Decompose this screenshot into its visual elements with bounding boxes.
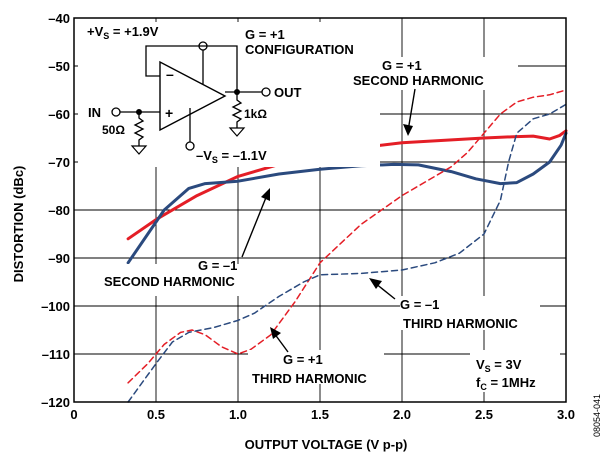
series-layer bbox=[126, 89, 568, 403]
annotation-backdrop-gm1-second bbox=[100, 264, 270, 296]
annotation-gm1-second-gain: G = –1 bbox=[198, 258, 237, 273]
load-resistor-label: 1kΩ bbox=[244, 107, 267, 121]
annotation-arrow-gm1-second bbox=[241, 194, 268, 258]
y-tick-label: –120 bbox=[41, 395, 70, 410]
y-tick-label: –90 bbox=[48, 251, 70, 266]
feedback-wire bbox=[145, 45, 238, 92]
annotation-gm1-third-title: THIRD HARMONIC bbox=[403, 316, 518, 331]
series-line-1 bbox=[126, 129, 568, 241]
y-tick-label: –40 bbox=[48, 11, 70, 26]
load-ground-symbol bbox=[228, 127, 246, 137]
annotation-arrowhead-gm1-third bbox=[369, 278, 382, 289]
amplifier-schematic: – + +VS = +1.9V –VS = –1.1V OUT 1kΩ IN 5… bbox=[78, 22, 380, 167]
x-tick-label: 0.5 bbox=[147, 407, 165, 422]
inverting-input-sign: – bbox=[166, 66, 174, 82]
positive-supply-label: +VS = +1.9V bbox=[87, 24, 159, 41]
input-resistor-symbol bbox=[133, 112, 145, 146]
input-label: IN bbox=[88, 105, 101, 120]
annotation-gm1-third-gain: G = –1 bbox=[400, 297, 439, 312]
annotation-gm1-second-title: SECOND HARMONIC bbox=[104, 274, 235, 289]
curve-annotations: G = +1 SECOND HARMONIC G = –1 SECOND HAR… bbox=[100, 57, 560, 392]
series-line-4 bbox=[127, 103, 567, 403]
y-tick-label: –70 bbox=[48, 155, 70, 170]
x-tick-label: 1.5 bbox=[311, 407, 329, 422]
x-tick-label: 2.0 bbox=[393, 407, 411, 422]
x-tick-label: 3.0 bbox=[557, 407, 575, 422]
series-line-3 bbox=[127, 89, 567, 384]
annotation-arrow-g1-second bbox=[407, 88, 416, 132]
y-tick-label: –60 bbox=[48, 107, 70, 122]
annotation-g1-third-title: THIRD HARMONIC bbox=[252, 371, 367, 386]
load-resistor-symbol bbox=[231, 92, 243, 128]
y-axis-label: DISTORTION (dBc) bbox=[11, 166, 26, 283]
figure-code: 08054-041 bbox=[592, 394, 602, 437]
annotation-g1-second-gain: G = +1 bbox=[382, 58, 422, 73]
configuration-label: CONFIGURATION bbox=[245, 42, 354, 57]
input-ground-symbol bbox=[130, 145, 148, 155]
annotation-g1-third-gain: G = +1 bbox=[283, 352, 323, 367]
y-tick-label: –100 bbox=[41, 299, 70, 314]
output-node bbox=[261, 87, 271, 97]
conditions-backdrop bbox=[470, 350, 560, 392]
annotation-backdrop-g1-second bbox=[350, 57, 518, 90]
op-amp-symbol bbox=[159, 60, 227, 132]
annotation-backdrop-g1-third bbox=[248, 350, 384, 384]
y-tick-label: –80 bbox=[48, 203, 70, 218]
annotation-arrowhead-gm1-second bbox=[261, 188, 270, 201]
series-line-2 bbox=[126, 131, 568, 265]
conditions-supply: VS = 3V bbox=[476, 357, 522, 374]
y-tick-label: –50 bbox=[48, 59, 70, 74]
plot-frame bbox=[73, 17, 567, 403]
x-tick-label: 2.5 bbox=[475, 407, 493, 422]
negative-supply-label: –VS = –1.1V bbox=[196, 148, 267, 165]
y-tick-label: –110 bbox=[42, 347, 70, 362]
output-label: OUT bbox=[274, 85, 302, 100]
annotation-arrowhead-g1-third bbox=[270, 327, 281, 339]
configuration-gain-label: G = +1 bbox=[245, 27, 285, 42]
x-tick-label: 0 bbox=[70, 407, 77, 422]
negative-supply-node bbox=[185, 141, 195, 151]
annotation-g1-second-title: SECOND HARMONIC bbox=[353, 73, 484, 88]
x-tick-label: 1.0 bbox=[229, 407, 247, 422]
annotation-arrowhead-g1-second bbox=[403, 124, 413, 136]
conditions-frequency: fC = 1MHz bbox=[476, 375, 536, 392]
axis-ticks: 0 0.5 1.0 1.5 2.0 2.5 3.0 –120 –110 –100 –90 –80 –70… bbox=[41, 11, 575, 422]
annotation-backdrop-gm1-third bbox=[400, 296, 540, 330]
noninverting-input-sign: + bbox=[165, 105, 173, 121]
input-node bbox=[111, 107, 121, 117]
input-resistor-label: 50Ω bbox=[102, 123, 125, 137]
x-axis-label: OUTPUT VOLTAGE (V p-p) bbox=[245, 437, 408, 452]
